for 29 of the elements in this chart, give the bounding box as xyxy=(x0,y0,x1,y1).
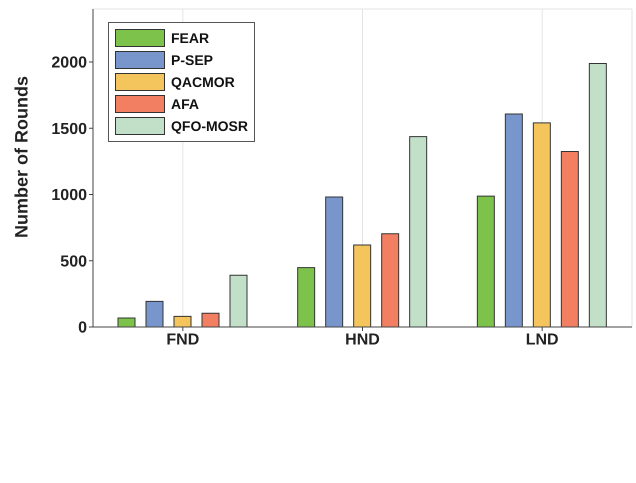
legend-label: AFA xyxy=(171,96,199,112)
bar xyxy=(532,122,551,327)
y-tick-label: 0 xyxy=(78,320,88,337)
bar xyxy=(118,317,136,327)
y-tick-label: 500 xyxy=(60,253,88,270)
bar xyxy=(230,274,248,327)
bar xyxy=(560,150,579,327)
legend-label: QFO-MOSR xyxy=(171,118,248,134)
y-axis-title: Number of Rounds xyxy=(11,76,32,238)
bar xyxy=(476,196,495,327)
y-tick-label: 1000 xyxy=(51,187,88,204)
bar xyxy=(174,316,192,327)
bar xyxy=(146,300,164,327)
y-tick-label: 2000 xyxy=(51,54,88,72)
bar xyxy=(297,267,316,327)
legend-label: P-SEP xyxy=(171,52,214,68)
bar xyxy=(588,62,607,327)
bar xyxy=(504,113,523,327)
y-tick-label: 1500 xyxy=(51,120,88,138)
bar xyxy=(202,312,220,327)
x-tick-label: FND xyxy=(166,331,200,348)
x-tick-label: LND xyxy=(526,331,559,348)
bar xyxy=(409,136,428,327)
x-tick-label: HND xyxy=(345,331,380,348)
legend-label: QACMOR xyxy=(171,74,235,90)
bar xyxy=(325,196,344,327)
bar xyxy=(353,244,372,327)
bar xyxy=(381,233,400,327)
legend-label: FEAR xyxy=(171,30,210,46)
